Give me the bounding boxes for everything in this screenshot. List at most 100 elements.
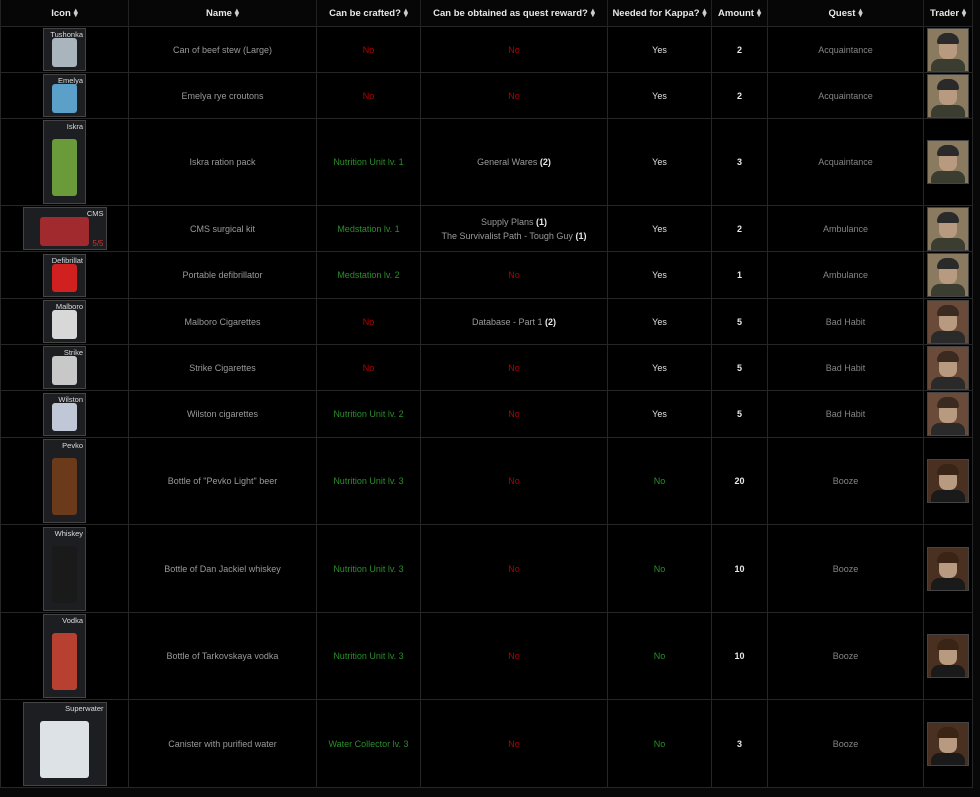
trader-avatar-jaeger[interactable]: [927, 206, 969, 251]
sort-arrows-icon[interactable]: ▴ ▾: [590, 6, 595, 20]
quest-name[interactable]: Acquaintance: [767, 26, 924, 73]
quest-reward-value: General Wares (2): [420, 118, 608, 206]
item-icon[interactable]: Iskra: [43, 120, 86, 204]
table-row: Superwater Canister with purified water …: [0, 699, 973, 788]
column-header-icon[interactable]: Icon ▴ ▾: [0, 0, 129, 27]
trader-avatar-jaeger[interactable]: [927, 73, 969, 118]
trader-avatar-therapist[interactable]: [927, 392, 969, 436]
header-label: Can be crafted?: [329, 7, 401, 19]
quest-name[interactable]: Bad Habit: [767, 344, 924, 391]
quest-name[interactable]: Booze: [767, 612, 924, 700]
column-header-kappa[interactable]: Needed for Kappa? ▴ ▾: [607, 0, 712, 27]
sort-arrows-icon[interactable]: ▴ ▾: [73, 6, 78, 20]
item-name: Portable defibrillator: [128, 251, 317, 299]
kappa-value: Yes: [607, 251, 712, 299]
icon-cell: Emelya: [0, 72, 129, 119]
kappa-value: Yes: [607, 26, 712, 73]
sort-arrows-icon[interactable]: ▴ ▾: [403, 6, 408, 20]
quest-reward-value: No: [420, 699, 608, 788]
avatar-hair: [937, 32, 959, 44]
sort-arrows-icon[interactable]: ▴ ▾: [234, 6, 239, 20]
item-icon[interactable]: Wilston: [43, 392, 86, 436]
column-header-quest[interactable]: Quest ▴ ▾: [767, 0, 924, 27]
item-icon[interactable]: Malboro: [43, 300, 86, 343]
quest-name[interactable]: Ambulance: [767, 205, 924, 252]
icon-cell: Tushonka: [0, 26, 129, 73]
column-header-amount[interactable]: Amount ▴ ▾: [711, 0, 768, 27]
item-image: [52, 458, 77, 516]
header-label: Icon: [51, 7, 71, 19]
trader-avatar-ragman[interactable]: [927, 721, 969, 766]
item-name: Can of beef stew (Large): [128, 26, 317, 73]
icon-cell: Iskra: [0, 118, 129, 206]
sort-arrows-icon[interactable]: ▴ ▾: [962, 6, 967, 20]
table-row: Strike Strike Cigarettes No No Yes 5 Bad…: [0, 344, 973, 391]
avatar-hair: [937, 397, 959, 408]
avatar-body: [931, 237, 965, 250]
quest-name[interactable]: Bad Habit: [767, 298, 924, 345]
trader-avatar-jaeger[interactable]: [927, 27, 969, 72]
item-image: [39, 217, 90, 246]
quest-reward-value: No: [420, 26, 608, 73]
table-row: CMS 5/5 CMS surgical kit Medstation lv. 1…: [0, 205, 973, 252]
reward-quest-name: General Wares: [477, 157, 538, 167]
trader-avatar-therapist[interactable]: [927, 345, 969, 390]
item-icon[interactable]: Strike: [43, 346, 86, 389]
column-header-trader[interactable]: Trader ▴ ▾: [923, 0, 973, 27]
sort-arrows-icon[interactable]: ▴ ▾: [858, 6, 863, 20]
kappa-value: Yes: [607, 344, 712, 391]
item-icon[interactable]: Defibrillat: [43, 253, 86, 297]
trader-avatar-jaeger[interactable]: [927, 253, 969, 297]
trader-avatar-ragman[interactable]: [927, 546, 969, 591]
item-icon[interactable]: Pevko: [43, 439, 86, 523]
crafted-value: No: [316, 72, 421, 119]
icon-cell: Defibrillat: [0, 251, 129, 299]
crafted-value: Water Collector lv. 3: [316, 699, 421, 788]
quest-name[interactable]: Booze: [767, 699, 924, 788]
item-icon[interactable]: Vodka: [43, 614, 86, 698]
item-icon[interactable]: Tushonka: [43, 28, 86, 71]
trader-avatar-ragman[interactable]: [927, 634, 969, 678]
quest-name[interactable]: Ambulance: [767, 251, 924, 299]
kappa-value: No: [607, 612, 712, 700]
quest-name[interactable]: Booze: [767, 437, 924, 525]
quest-reward[interactable]: Database - Part 1 (2): [421, 317, 607, 327]
trader-cell: [923, 251, 973, 299]
column-header-reward[interactable]: Can be obtained as quest reward? ▴ ▾: [420, 0, 608, 27]
item-name: Bottle of Dan Jackiel whiskey: [128, 524, 317, 613]
trader-cell: [923, 390, 973, 438]
avatar-body: [931, 376, 965, 389]
quest-reward[interactable]: The Survivalist Path - Tough Guy (1): [421, 231, 607, 241]
header-label: Quest: [828, 7, 856, 19]
amount-value: 1: [711, 251, 768, 299]
reward-count: (2): [545, 316, 557, 327]
item-icon[interactable]: Emelya: [43, 74, 86, 117]
quest-reward[interactable]: General Wares (2): [421, 157, 607, 167]
item-icon[interactable]: Superwater: [22, 701, 107, 786]
column-header-name[interactable]: Name ▴ ▾: [128, 0, 317, 27]
item-short-name: Wilston: [58, 394, 83, 404]
table-row: Pevko Bottle of "Pevko Light" beer Nutri…: [0, 437, 973, 525]
trader-avatar-jaeger[interactable]: [927, 140, 969, 184]
header-label: Needed for Kappa?: [612, 7, 700, 19]
avatar-body: [931, 104, 965, 117]
quest-name[interactable]: Acquaintance: [767, 72, 924, 119]
sort-arrows-icon[interactable]: ▴ ▾: [756, 6, 761, 20]
column-header-crafted[interactable]: Can be crafted? ▴ ▾: [316, 0, 421, 27]
quest-name[interactable]: Acquaintance: [767, 118, 924, 206]
item-icon[interactable]: Whiskey: [43, 526, 86, 611]
trader-avatar-ragman[interactable]: [927, 459, 969, 503]
item-icon[interactable]: CMS 5/5: [22, 207, 107, 250]
quest-name[interactable]: Booze: [767, 524, 924, 613]
table-row: Defibrillat Portable defibrillator Medst…: [0, 251, 973, 299]
kappa-value: No: [607, 524, 712, 613]
trader-avatar-therapist[interactable]: [927, 299, 969, 344]
sort-arrows-icon[interactable]: ▴ ▾: [702, 6, 707, 20]
item-short-name: Superwater: [65, 703, 104, 713]
avatar-body: [931, 490, 965, 502]
quest-name[interactable]: Bad Habit: [767, 390, 924, 438]
quest-reward[interactable]: Supply Plans (1): [421, 217, 607, 227]
avatar-body: [931, 577, 965, 590]
item-name: Emelya rye croutons: [128, 72, 317, 119]
